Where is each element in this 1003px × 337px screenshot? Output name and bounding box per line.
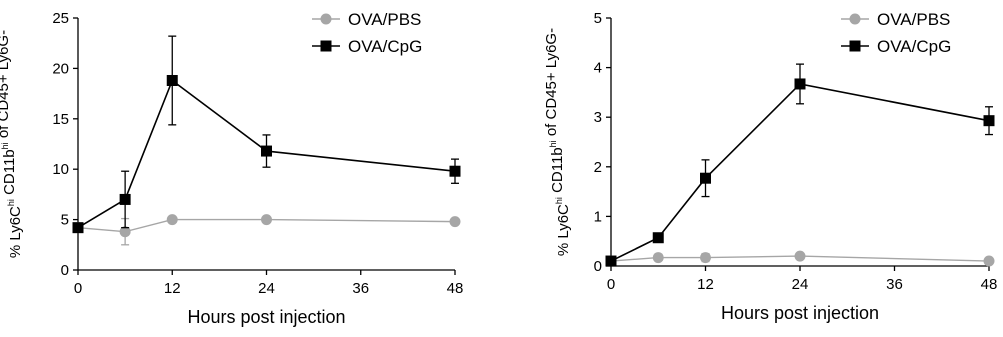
x-tick-label: 48 bbox=[981, 276, 998, 293]
y-axis-title-part: % Ly6C bbox=[555, 204, 572, 256]
y-tick-label: 15 bbox=[52, 111, 69, 128]
y-tick-label: 10 bbox=[52, 161, 69, 178]
legend: OVA/PBS OVA/CpG bbox=[312, 10, 422, 56]
data-point bbox=[794, 250, 806, 262]
x-tick-label: 12 bbox=[697, 276, 714, 293]
legend-marker bbox=[849, 40, 861, 52]
data-point bbox=[166, 214, 178, 226]
legend-label: OVA/PBS bbox=[348, 10, 421, 29]
data-point bbox=[605, 255, 617, 267]
y-axis-title-part: of CD45+ Ly6G- bbox=[0, 30, 12, 142]
legend-marker bbox=[849, 13, 861, 25]
data-point bbox=[794, 78, 806, 90]
legend: OVA/PBS OVA/CpG bbox=[841, 10, 951, 56]
data-point bbox=[449, 165, 461, 177]
y-axis-title-sup: hi bbox=[554, 197, 564, 204]
series-ova-cpg bbox=[605, 63, 995, 267]
y-tick-label: 1 bbox=[594, 208, 602, 225]
y-tick-label: 0 bbox=[594, 258, 602, 275]
data-point bbox=[700, 172, 711, 184]
data-point bbox=[449, 216, 461, 228]
x-tick-label: 48 bbox=[447, 280, 464, 297]
y-axis-title-sup: hi bbox=[6, 199, 16, 206]
x-tick-label: 0 bbox=[74, 280, 82, 297]
y-tick-label: 25 bbox=[52, 10, 69, 27]
y-axis-title: % Ly6Chi CD11bhi of CD45+ Ly6G- bbox=[543, 28, 572, 256]
x-axis-title: Hours post injection bbox=[187, 307, 345, 327]
y-tick-label: 5 bbox=[61, 212, 69, 229]
data-point bbox=[652, 252, 664, 264]
x-tick-label: 36 bbox=[886, 276, 903, 293]
y-axis-title-part: of CD45+ Ly6G- bbox=[543, 28, 560, 140]
x-tick-label: 24 bbox=[792, 276, 809, 293]
data-point bbox=[72, 222, 84, 234]
data-point bbox=[983, 255, 995, 267]
data-point bbox=[119, 193, 131, 205]
y-tick-label: 0 bbox=[61, 262, 69, 279]
series-line bbox=[610, 83, 990, 262]
data-point bbox=[652, 232, 664, 244]
y-axis-title-sup: hi bbox=[548, 140, 558, 147]
x-tick-label: 12 bbox=[164, 280, 181, 297]
series-ova-pbs bbox=[72, 214, 461, 246]
series-ova-pbs bbox=[605, 250, 995, 267]
data-point bbox=[700, 252, 711, 264]
y-axis-title-sup: hi bbox=[0, 142, 10, 149]
chart-left: 0 5 10 15 20 25 0 12 24 36 48 Hours post injection%… bbox=[0, 10, 464, 327]
y-axis-title-part: CD11b bbox=[549, 147, 566, 197]
y-tick-label: 2 bbox=[594, 159, 602, 176]
data-point bbox=[261, 214, 272, 226]
series-ova-cpg bbox=[72, 35, 461, 234]
y-tick-label: 20 bbox=[52, 60, 69, 77]
x-tick-label: 0 bbox=[607, 276, 615, 293]
data-point bbox=[261, 145, 272, 157]
legend-marker bbox=[320, 13, 332, 25]
y-tick-label: 5 bbox=[594, 10, 602, 27]
y-tick-label: 4 bbox=[594, 60, 602, 77]
legend-marker bbox=[320, 40, 332, 52]
x-tick-label: 24 bbox=[258, 280, 275, 297]
legend-label: OVA/CpG bbox=[877, 37, 951, 56]
x-axis-title: Hours post injection bbox=[721, 303, 879, 323]
data-point bbox=[119, 226, 131, 238]
data-point bbox=[983, 115, 995, 127]
y-axis-title-part: % Ly6C bbox=[7, 206, 24, 258]
y-tick-label: 3 bbox=[594, 109, 602, 126]
y-axis-title: % Ly6Chi CD11bhi of CD45+ Ly6G- bbox=[0, 30, 24, 258]
y-axis-title-part: CD11b bbox=[1, 149, 18, 199]
data-point bbox=[166, 74, 178, 86]
legend-label: OVA/PBS bbox=[877, 10, 950, 29]
x-tick-label: 36 bbox=[352, 280, 369, 297]
legend-label: OVA/CpG bbox=[348, 37, 422, 56]
